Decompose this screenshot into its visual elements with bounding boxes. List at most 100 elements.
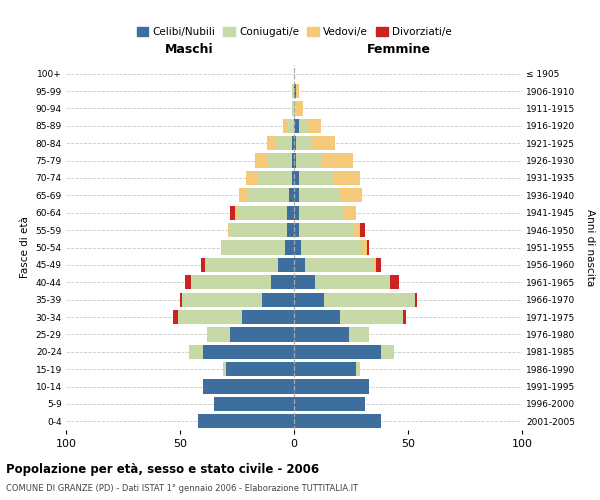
Bar (294, 362, 356, 376)
Bar (182, 292, 262, 307)
Bar (344, 206, 356, 220)
Bar (294, 136, 296, 150)
Bar (289, 188, 294, 202)
Bar (255, 154, 266, 168)
Bar (296, 136, 312, 150)
Bar (296, 84, 299, 98)
Bar (294, 206, 299, 220)
Bar (292, 171, 294, 185)
Bar (185, 275, 191, 289)
Bar (294, 397, 365, 411)
Bar (237, 206, 287, 220)
Bar (257, 171, 292, 185)
Bar (230, 206, 235, 220)
Bar (299, 118, 308, 133)
Bar (415, 292, 417, 307)
Bar (294, 84, 296, 98)
Bar (340, 310, 403, 324)
Bar (230, 223, 287, 237)
Bar (262, 292, 294, 307)
Text: COMUNE DI GRANZE (PD) - Dati ISTAT 1° gennaio 2006 - Elaborazione TUTTITALIA.IT: COMUNE DI GRANZE (PD) - Dati ISTAT 1° ge… (6, 484, 358, 493)
Bar (208, 328, 230, 342)
Bar (235, 206, 237, 220)
Text: Maschi: Maschi (165, 43, 214, 56)
Text: Femmine: Femmine (0, 499, 1, 500)
Bar (203, 380, 294, 394)
Text: Femmine: Femmine (367, 43, 431, 56)
Bar (198, 414, 294, 428)
Bar (296, 102, 303, 116)
Bar (294, 118, 299, 133)
Bar (296, 154, 322, 168)
Bar (292, 84, 294, 98)
Bar (246, 171, 257, 185)
Bar (283, 118, 287, 133)
Bar (191, 275, 271, 289)
Legend: Celibi/Nubili, Coniugati/e, Vedovi/e, Divorziati/e: Celibi/Nubili, Coniugati/e, Vedovi/e, Di… (133, 23, 455, 41)
Bar (301, 240, 362, 254)
Bar (214, 397, 294, 411)
Bar (248, 188, 289, 202)
Bar (362, 240, 367, 254)
Bar (376, 258, 380, 272)
Bar (314, 275, 390, 289)
Bar (308, 118, 322, 133)
Bar (285, 240, 294, 254)
Bar (294, 275, 314, 289)
Bar (173, 310, 178, 324)
Bar (239, 188, 248, 202)
Bar (230, 328, 294, 342)
Bar (200, 258, 205, 272)
Bar (294, 328, 349, 342)
Bar (367, 240, 369, 254)
Text: Maschi: Maschi (0, 499, 1, 500)
Bar (294, 240, 301, 254)
Bar (299, 171, 333, 185)
Bar (276, 136, 292, 150)
Bar (294, 292, 323, 307)
Bar (266, 136, 276, 150)
Bar (205, 258, 278, 272)
Y-axis label: Anni di nascita: Anni di nascita (585, 209, 595, 286)
Bar (178, 310, 242, 324)
Bar (294, 380, 369, 394)
Bar (305, 258, 374, 272)
Bar (360, 223, 365, 237)
Bar (292, 154, 294, 168)
Bar (223, 362, 226, 376)
Bar (203, 344, 294, 359)
Bar (278, 258, 294, 272)
Bar (294, 258, 305, 272)
Bar (294, 310, 340, 324)
Bar (294, 154, 296, 168)
Bar (287, 206, 294, 220)
Bar (390, 275, 399, 289)
Bar (349, 328, 369, 342)
Bar (242, 310, 294, 324)
Bar (294, 414, 380, 428)
Bar (266, 154, 292, 168)
Bar (299, 223, 353, 237)
Bar (189, 344, 203, 359)
Bar (323, 292, 415, 307)
Bar (312, 136, 335, 150)
Text: Popolazione per età, sesso e stato civile - 2006: Popolazione per età, sesso e stato civil… (6, 462, 319, 475)
Bar (322, 154, 353, 168)
Bar (294, 188, 299, 202)
Bar (340, 188, 362, 202)
Bar (333, 171, 360, 185)
Bar (294, 102, 296, 116)
Bar (287, 223, 294, 237)
Bar (374, 258, 376, 272)
Bar (294, 171, 299, 185)
Bar (299, 188, 340, 202)
Bar (292, 102, 294, 116)
Bar (287, 118, 294, 133)
Bar (292, 136, 294, 150)
Bar (180, 292, 182, 307)
Y-axis label: Fasce di età: Fasce di età (20, 216, 30, 278)
Bar (228, 223, 230, 237)
Bar (299, 206, 344, 220)
Bar (221, 240, 285, 254)
Bar (294, 223, 299, 237)
